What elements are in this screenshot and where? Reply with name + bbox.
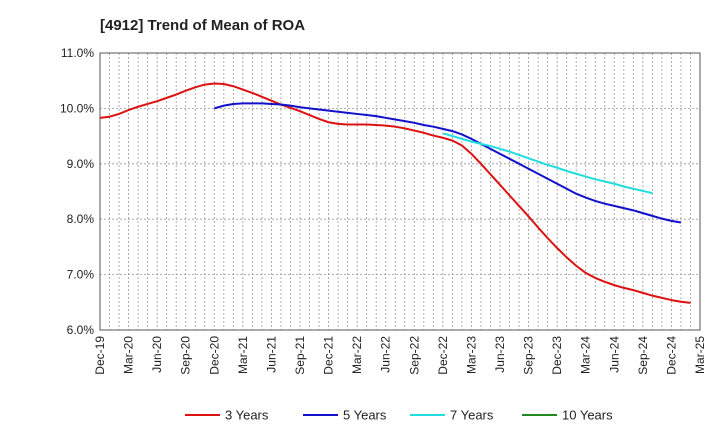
x-tick-label: Jun-20 [150, 336, 164, 373]
legend: 3 Years 5 Years 7 Years 10 Years [185, 408, 613, 423]
x-tick-label: Jun-21 [264, 336, 278, 373]
legend-label: 10 Years [562, 408, 613, 423]
y-tick-label: 7.0% [67, 268, 95, 282]
series-line-7-years [442, 132, 653, 195]
plot-frame [99, 52, 701, 331]
x-axis-ticks: Dec-19 Mar-20 Jun-20 Sep-20 Dec-20 Mar-21 Jun-… [93, 336, 707, 375]
legend-label: 3 Years [225, 408, 269, 423]
y-tick-label: 11.0% [61, 46, 94, 60]
series-line-5-years [214, 102, 682, 224]
legend-label: 5 Years [343, 408, 387, 423]
x-tick-label: Mar-23 [464, 336, 478, 374]
x-tick-label: Mar-24 [579, 336, 593, 374]
x-tick-label: Dec-22 [436, 336, 450, 375]
x-tick-label: Mar-25 [693, 336, 707, 374]
x-tick-label: Dec-21 [322, 336, 336, 375]
series-lines [99, 82, 691, 304]
y-axis-ticks: 6.0% 7.0% 8.0% 9.0% 10.0% 11.0% [60, 46, 94, 337]
x-tick-label: Jun-24 [607, 336, 621, 373]
y-tick-label: 10.0% [60, 101, 94, 115]
x-tick-label: Dec-20 [207, 336, 221, 375]
x-tick-label: Mar-22 [350, 336, 364, 374]
series-line-3-years [99, 82, 691, 304]
chart-title: [4912] Trend of Mean of ROA [100, 17, 305, 34]
y-tick-label: 9.0% [67, 157, 95, 171]
x-tick-label: Jun-23 [493, 336, 507, 373]
x-tick-label: Jun-22 [379, 336, 393, 373]
y-tick-label: 8.0% [67, 212, 95, 226]
x-tick-label: Dec-24 [664, 336, 678, 375]
x-tick-label: Mar-20 [122, 336, 136, 374]
x-tick-label: Mar-21 [236, 336, 250, 374]
grid [100, 53, 700, 330]
x-tick-label: Sep-22 [407, 336, 421, 375]
x-tick-label: Dec-19 [93, 336, 107, 375]
x-tick-label: Sep-23 [522, 336, 536, 375]
x-tick-label: Dec-23 [550, 336, 564, 375]
x-tick-label: Sep-24 [636, 336, 650, 375]
plot-area-border [99, 52, 701, 331]
legend-label: 7 Years [450, 408, 494, 423]
y-tick-label: 6.0% [67, 323, 95, 337]
x-tick-label: Sep-20 [179, 336, 193, 375]
x-tick-label: Sep-21 [293, 336, 307, 375]
